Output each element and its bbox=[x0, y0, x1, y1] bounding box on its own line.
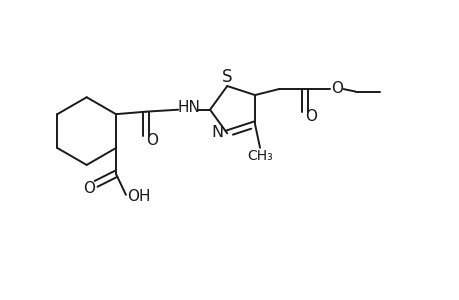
Text: O: O bbox=[305, 110, 317, 124]
Text: HN: HN bbox=[177, 100, 200, 115]
Text: S: S bbox=[221, 68, 231, 85]
Text: OH: OH bbox=[127, 189, 151, 204]
Text: O: O bbox=[146, 133, 157, 148]
Text: O: O bbox=[330, 81, 342, 96]
Text: O: O bbox=[83, 181, 95, 196]
Text: CH₃: CH₃ bbox=[247, 149, 273, 163]
Text: N: N bbox=[211, 125, 223, 140]
